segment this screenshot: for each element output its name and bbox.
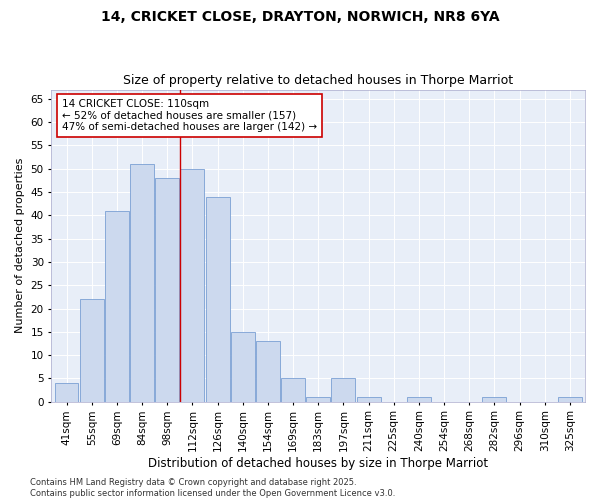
X-axis label: Distribution of detached houses by size in Thorpe Marriot: Distribution of detached houses by size … — [148, 457, 488, 470]
Y-axis label: Number of detached properties: Number of detached properties — [15, 158, 25, 334]
Text: 14 CRICKET CLOSE: 110sqm
← 52% of detached houses are smaller (157)
47% of semi-: 14 CRICKET CLOSE: 110sqm ← 52% of detach… — [62, 99, 317, 132]
Bar — [256, 341, 280, 402]
Bar — [80, 299, 104, 402]
Bar — [407, 397, 431, 402]
Bar — [130, 164, 154, 402]
Text: 14, CRICKET CLOSE, DRAYTON, NORWICH, NR8 6YA: 14, CRICKET CLOSE, DRAYTON, NORWICH, NR8… — [101, 10, 499, 24]
Bar — [206, 196, 230, 402]
Bar — [306, 397, 330, 402]
Bar — [482, 397, 506, 402]
Bar — [55, 383, 79, 402]
Text: Contains HM Land Registry data © Crown copyright and database right 2025.
Contai: Contains HM Land Registry data © Crown c… — [30, 478, 395, 498]
Bar — [181, 169, 205, 402]
Bar — [558, 397, 582, 402]
Bar — [155, 178, 179, 402]
Bar — [281, 378, 305, 402]
Title: Size of property relative to detached houses in Thorpe Marriot: Size of property relative to detached ho… — [123, 74, 513, 87]
Bar — [105, 210, 129, 402]
Bar — [231, 332, 254, 402]
Bar — [356, 397, 380, 402]
Bar — [331, 378, 355, 402]
